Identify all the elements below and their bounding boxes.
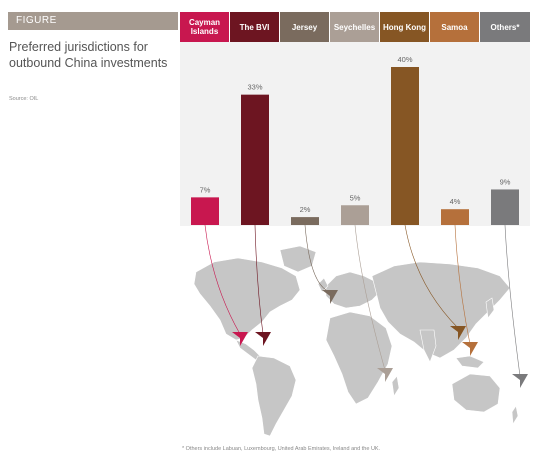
bar-cayman-islands [191,197,219,225]
data-label-6: 9% [500,177,511,186]
data-label-1: 33% [247,83,262,92]
bar-samoa [441,209,469,225]
map-new-zealand [511,405,519,425]
connector-line-4 [404,224,459,329]
map-south-america [251,355,297,437]
map-europe [325,271,381,309]
connector-line-1 [254,224,264,335]
bar-seychelles [341,205,369,225]
category-header-others: Others* [480,12,530,42]
map-marker-2 [322,290,338,304]
footnote: * Others include Labuan, Luxembourg, Uni… [182,446,381,452]
bar-others [491,189,519,225]
map-uk [317,277,329,293]
map-australia [451,373,501,413]
map-se-asia-islands [455,355,485,369]
data-label-0: 7% [200,185,211,194]
category-header-hong-kong: Hong Kong [380,12,430,42]
connector-line-6 [504,224,521,377]
map-japan [485,297,495,319]
category-header-cayman: Cayman Islands [180,12,230,42]
world-map [193,245,519,437]
map-markers-group [232,290,528,388]
map-madagascar [391,375,400,397]
bars-group [191,67,519,226]
category-header-row: Cayman Islands The BVI Jersey Seychelles… [180,12,530,42]
chart-panel-background [180,42,530,226]
bar-the-bvi [241,94,269,226]
map-greenland [279,245,317,273]
map-central-america [235,339,261,361]
category-header-jersey: Jersey [280,12,330,42]
figure-label: FIGURE [8,12,178,30]
connector-line-3 [354,224,386,371]
map-marker-4 [450,326,466,340]
data-label-2: 2% [300,205,311,214]
map-marker-0 [232,332,248,346]
category-header-seychelles: Seychelles [330,12,380,42]
data-label-3: 5% [350,193,361,202]
map-asia [371,261,511,359]
chart-title: Preferred jurisdictions for outbound Chi… [9,40,168,70]
bar-jersey [291,217,319,225]
data-label-4: 40% [397,55,412,64]
map-marker-5 [462,342,478,356]
map-north-america [193,257,301,341]
category-header-bvi: The BVI [230,12,280,42]
map-africa [325,311,393,405]
connector-lines-group [204,224,521,377]
connector-line-0 [204,224,241,335]
data-labels-group: 7% 33% 2% 5% 40% 4% 9% [200,55,511,214]
map-marker-3 [377,368,393,382]
map-marker-6 [512,374,528,388]
source-note: Source: OIL [9,96,39,102]
bar-hong-kong [391,67,419,225]
connector-line-5 [454,224,471,345]
category-header-samoa: Samoa [430,12,480,42]
map-india [419,329,437,363]
data-label-5: 4% [450,197,461,206]
map-marker-1 [255,332,271,346]
